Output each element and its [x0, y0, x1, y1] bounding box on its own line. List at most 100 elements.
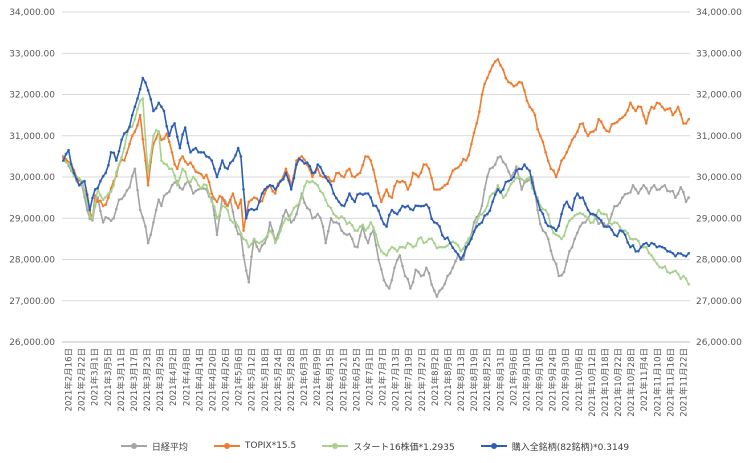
data-point: [146, 241, 150, 245]
data-point: [605, 225, 608, 229]
data-point: [289, 188, 293, 191]
x-tick-label: 2021年9月24日: [548, 348, 559, 411]
data-point: [491, 200, 494, 204]
x-tick-label: 2021年7月1日: [364, 348, 375, 406]
data-point: [639, 105, 643, 109]
data-point: [541, 212, 545, 216]
data-point: [372, 204, 375, 207]
x-tick-label: 2021年6月25日: [351, 348, 362, 411]
data-point: [120, 138, 123, 142]
data-point: [419, 204, 423, 208]
data-point: [427, 271, 431, 275]
data-point: [358, 171, 362, 175]
data-point: [115, 171, 118, 174]
data-point: [311, 179, 314, 183]
x-tick-label: 2021年3月17日: [129, 348, 140, 411]
data-point: [75, 177, 78, 181]
data-point: [602, 212, 606, 216]
data-point: [324, 176, 328, 179]
data-point: [467, 237, 471, 240]
data-point: [234, 201, 237, 204]
data-point: [369, 221, 373, 224]
data-point: [335, 215, 338, 218]
data-point: [387, 287, 391, 290]
data-point: [446, 182, 449, 185]
data-point: [387, 213, 391, 217]
data-point: [602, 126, 606, 129]
data-point: [541, 207, 545, 211]
data-point: [430, 176, 433, 180]
data-point: [650, 105, 653, 109]
data-point: [186, 141, 190, 145]
data-point: [515, 169, 518, 172]
data-point: [658, 188, 661, 191]
data-point: [682, 254, 685, 257]
data-point: [176, 184, 179, 187]
data-point: [523, 89, 526, 92]
x-tick-label: 2021年6月15日: [325, 348, 336, 411]
data-point: [647, 111, 651, 115]
data-point: [274, 241, 277, 245]
data-point: [531, 108, 534, 111]
data-point: [168, 167, 171, 171]
data-point: [207, 156, 211, 159]
data-point: [170, 184, 174, 187]
data-point: [327, 229, 330, 233]
data-point: [239, 232, 243, 235]
data-point: [435, 222, 439, 225]
data-point: [607, 130, 611, 133]
data-point: [684, 277, 688, 281]
data-point: [430, 217, 433, 220]
data-point: [544, 151, 547, 154]
data-point: [520, 81, 523, 84]
data-point: [287, 179, 290, 182]
data-point: [234, 154, 237, 157]
data-point: [565, 151, 569, 154]
data-point: [244, 239, 248, 242]
data-point: [478, 214, 481, 217]
data-point: [679, 186, 682, 189]
data-point: [305, 206, 309, 210]
data-point: [252, 196, 256, 199]
data-point: [501, 160, 505, 164]
data-point: [295, 163, 298, 166]
x-tick-label: 2021年7月13日: [391, 348, 402, 411]
x-axis: 2021年2月16日 2021年2月22日 2021年3月1日 2021年3月5日 20…: [62, 341, 690, 417]
data-point: [324, 241, 328, 245]
data-point: [486, 212, 489, 216]
data-point: [154, 208, 158, 212]
data-point: [162, 137, 166, 140]
data-point: [446, 236, 449, 239]
data-point: [141, 137, 145, 141]
data-point: [427, 167, 431, 171]
data-point: [618, 225, 622, 228]
data-point: [252, 208, 256, 212]
data-point: [300, 155, 304, 158]
data-point: [515, 83, 518, 87]
data-point: [509, 175, 513, 179]
data-point: [305, 179, 309, 183]
data-point: [663, 265, 667, 268]
data-point: [642, 184, 645, 187]
data-point: [279, 229, 282, 232]
data-point: [236, 206, 240, 210]
data-point: [512, 175, 516, 179]
y-tick-label: 30,000.00: [9, 173, 55, 183]
data-point: [247, 208, 251, 212]
data-point: [382, 222, 386, 226]
data-point: [239, 155, 243, 158]
data-point: [255, 245, 259, 248]
data-point: [170, 151, 174, 154]
data-point: [652, 258, 656, 262]
data-point: [141, 97, 145, 100]
data-point: [401, 245, 404, 249]
legend-item: TOPIX*15.5: [213, 441, 296, 451]
data-point: [67, 148, 70, 152]
data-point: [247, 200, 251, 204]
data-point: [536, 199, 539, 203]
data-point: [303, 162, 306, 165]
data-point: [194, 178, 198, 182]
data-point: [592, 130, 595, 133]
data-point: [279, 179, 282, 183]
data-point: [183, 160, 187, 163]
